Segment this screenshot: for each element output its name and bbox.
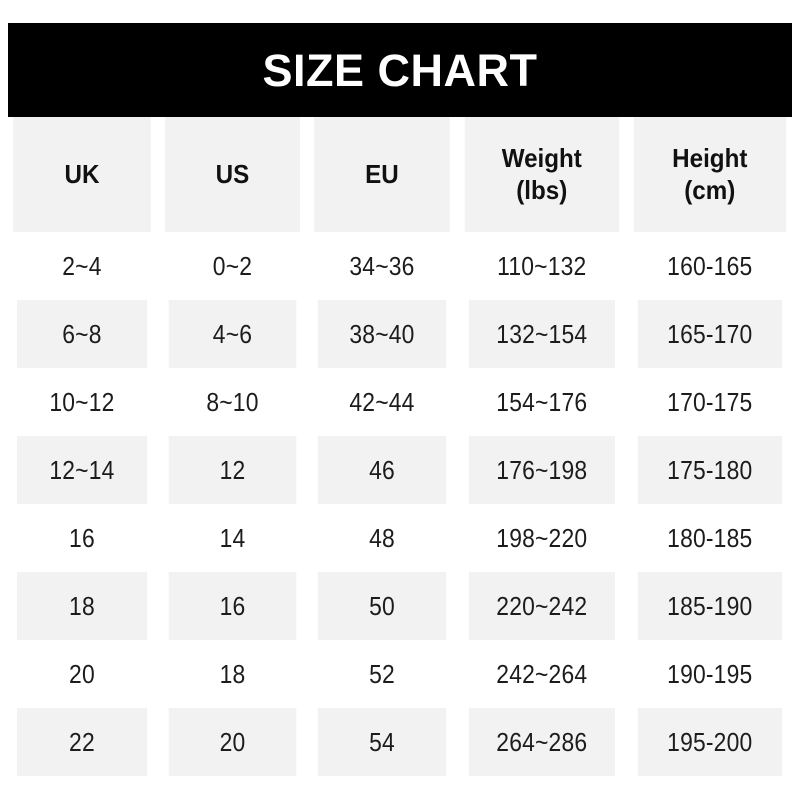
cell-us: 14 <box>168 504 297 572</box>
cell-weight: 264~286 <box>468 708 615 776</box>
column-header-uk-line1: UK <box>64 158 100 189</box>
cell-eu: 54 <box>317 708 447 776</box>
cell-eu: 52 <box>317 640 447 708</box>
cell-us: 0~2 <box>168 232 297 300</box>
cell-eu: 46 <box>317 436 447 504</box>
table-row: 22 20 54 264~286 195-200 <box>8 708 792 776</box>
column-header-eu: EU <box>313 117 450 232</box>
cell-us: 4~6 <box>168 300 297 368</box>
cell-height: 175-180 <box>638 436 783 504</box>
cell-eu: 50 <box>317 572 447 640</box>
cell-uk: 10~12 <box>16 368 148 436</box>
cell-eu: 42~44 <box>317 368 447 436</box>
cell-height: 160-165 <box>638 232 783 300</box>
page-title: SIZE CHART <box>262 44 538 96</box>
cell-uk: 12~14 <box>16 436 148 504</box>
column-header-weight: Weight (lbs) <box>464 117 619 232</box>
cell-height: 170-175 <box>638 368 783 436</box>
cell-height: 185-190 <box>638 572 783 640</box>
cell-weight: 176~198 <box>468 436 615 504</box>
cell-uk: 16 <box>16 504 148 572</box>
cell-uk: 2~4 <box>16 232 148 300</box>
cell-height: 180-185 <box>638 504 783 572</box>
cell-weight: 220~242 <box>468 572 615 640</box>
cell-uk: 20 <box>16 640 148 708</box>
column-header-weight-line2: (lbs) <box>516 174 568 205</box>
column-header-height-line2: (cm) <box>684 174 736 205</box>
cell-uk: 6~8 <box>16 300 148 368</box>
column-header-height-line1: Height <box>672 142 748 173</box>
cell-height: 195-200 <box>638 708 783 776</box>
column-header-eu-line1: EU <box>365 158 399 189</box>
cell-weight: 110~132 <box>468 232 615 300</box>
column-header-weight-line1: Weight <box>501 142 582 173</box>
cell-us: 8~10 <box>168 368 297 436</box>
cell-us: 16 <box>168 572 297 640</box>
column-header-height: Height (cm) <box>634 117 787 232</box>
column-header-uk: UK <box>13 117 151 232</box>
table-header-row: UK US EU Weight (lbs) <box>8 117 792 232</box>
cell-eu: 34~36 <box>317 232 447 300</box>
cell-weight: 132~154 <box>468 300 615 368</box>
cell-eu: 48 <box>317 504 447 572</box>
cell-weight: 154~176 <box>468 368 615 436</box>
cell-us: 12 <box>168 436 297 504</box>
cell-weight: 198~220 <box>468 504 615 572</box>
cell-height: 165-170 <box>638 300 783 368</box>
cell-height: 190-195 <box>638 640 783 708</box>
cell-uk: 18 <box>16 572 148 640</box>
table-row: 6~8 4~6 38~40 132~154 165-170 <box>8 300 792 368</box>
cell-weight: 242~264 <box>468 640 615 708</box>
chart-title-banner: SIZE CHART <box>8 23 792 117</box>
table-row: 20 18 52 242~264 190-195 <box>8 640 792 708</box>
column-header-us: US <box>164 117 300 232</box>
table-row: 16 14 48 198~220 180-185 <box>8 504 792 572</box>
size-chart-table: SIZE CHART UK US EU Weight <box>8 23 792 776</box>
cell-us: 18 <box>168 640 297 708</box>
table-row: 18 16 50 220~242 185-190 <box>8 572 792 640</box>
cell-uk: 22 <box>16 708 148 776</box>
table-row: 10~12 8~10 42~44 154~176 170-175 <box>8 368 792 436</box>
table-row: 12~14 12 46 176~198 175-180 <box>8 436 792 504</box>
cell-us: 20 <box>168 708 297 776</box>
column-header-us-line1: US <box>215 158 250 189</box>
cell-eu: 38~40 <box>317 300 447 368</box>
table-row: 2~4 0~2 34~36 110~132 160-165 <box>8 232 792 300</box>
